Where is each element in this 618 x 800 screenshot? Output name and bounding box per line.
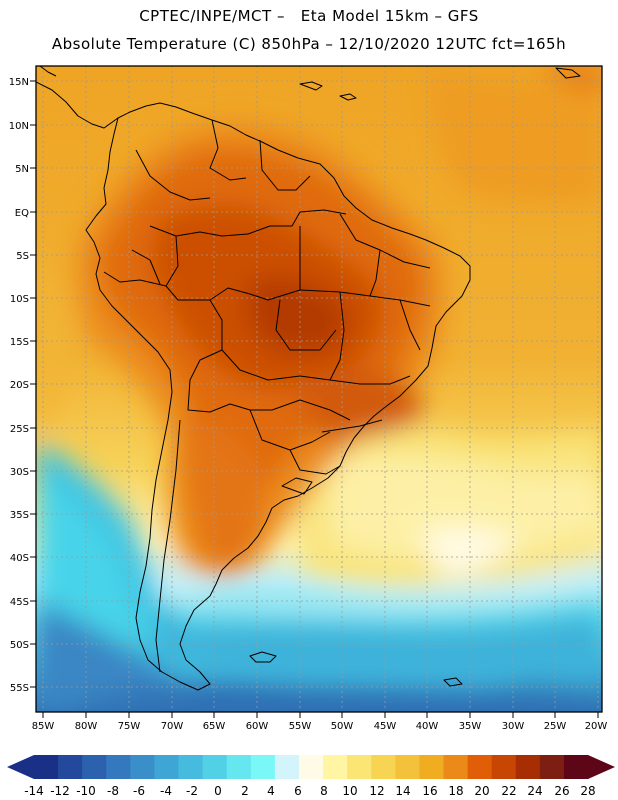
lat-label: 5S — [16, 251, 29, 262]
lon-label: 65W — [203, 721, 226, 732]
colorbar-label: -14 — [24, 784, 44, 798]
axis-ticks — [30, 80, 599, 718]
lat-label: 50S — [10, 640, 29, 651]
colorbar-cell — [226, 755, 252, 779]
colorbar-label: 26 — [554, 784, 569, 798]
colorbar-cell — [323, 755, 348, 779]
colorbar-cell — [347, 755, 372, 779]
colorbar-right-arrow — [588, 755, 615, 779]
colorbar-label: 28 — [580, 784, 595, 798]
latitude-labels: 15N 10N 5N EQ 5S 10S 15S 20S 25S 30S 35S… — [9, 77, 29, 694]
coastlines — [36, 66, 581, 691]
map-title-line-1: CPTEC/INPE/MCT – Eta Model 15km – GFS — [139, 7, 479, 25]
lon-label: 20W — [585, 721, 608, 732]
colorbar-label: 4 — [267, 784, 275, 798]
colorbar-cell — [202, 755, 228, 779]
colorbar-cell — [371, 755, 396, 779]
lon-label: 40W — [416, 721, 439, 732]
colorbar-label: 20 — [474, 784, 489, 798]
lat-label: 15N — [9, 77, 29, 88]
graticule — [36, 66, 602, 712]
colorbar-cell — [274, 755, 300, 779]
colorbar-cell — [130, 755, 155, 779]
colorbar-label: -10 — [76, 784, 96, 798]
colorbar-label: 14 — [395, 784, 410, 798]
lat-label: 45S — [10, 597, 29, 608]
temperature-field — [36, 66, 602, 712]
colorbar-cell — [178, 755, 204, 779]
colorbar: -14 -12 -10 -8 -6 -4 -2 0 2 4 6 8 10 12 … — [7, 755, 615, 798]
south-america-coastline — [85, 102, 471, 691]
colorbar-label: -4 — [160, 784, 172, 798]
colorbar-label: 12 — [369, 784, 384, 798]
colorbar-cell — [443, 755, 468, 779]
colorbar-label: 2 — [241, 784, 249, 798]
map-title-line-2: Absolute Temperature (C) 850hPa – 12/10/… — [51, 35, 567, 53]
lat-label: 55S — [10, 683, 29, 694]
colorbar-cell — [58, 755, 83, 779]
colorbar-cell — [539, 755, 565, 779]
colorbar-label: -8 — [107, 784, 119, 798]
colorbar-cell — [515, 755, 541, 779]
lon-label: 35W — [459, 721, 482, 732]
lat-label: 35S — [10, 510, 29, 521]
colorbar-cell — [563, 755, 589, 779]
lat-label: 10N — [9, 121, 29, 132]
lat-label: 5N — [15, 164, 29, 175]
colorbar-cell — [250, 755, 276, 779]
lat-label: 20S — [10, 380, 29, 391]
colorbar-left-arrow — [7, 755, 34, 779]
lat-label: 40S — [10, 553, 29, 564]
lon-label: 60W — [246, 721, 269, 732]
colorbar-cell — [34, 755, 59, 779]
colorbar-cell — [467, 755, 493, 779]
lat-label: EQ — [15, 208, 29, 219]
longitude-labels: 85W 80W 75W 70W 65W 60W 55W 50W 45W 40W … — [32, 721, 608, 732]
lat-label: 15S — [10, 337, 29, 348]
colorbar-cell — [106, 755, 131, 779]
colorbar-label: -12 — [50, 784, 70, 798]
colorbar-label: 6 — [294, 784, 302, 798]
lat-label: 30S — [10, 467, 29, 478]
colorbar-cell — [298, 755, 324, 779]
lon-label: 50W — [331, 721, 354, 732]
lon-label: 75W — [118, 721, 141, 732]
colorbar-cell — [82, 755, 107, 779]
colorbar-cell — [154, 755, 179, 779]
colorbar-label: -6 — [133, 784, 145, 798]
colorbar-label: 16 — [422, 784, 437, 798]
colorbar-label: 18 — [448, 784, 463, 798]
lat-label: 10S — [10, 294, 29, 305]
lon-label: 45W — [374, 721, 397, 732]
lon-label: 55W — [289, 721, 312, 732]
lon-label: 25W — [544, 721, 567, 732]
colorbar-label: -2 — [186, 784, 198, 798]
lon-label: 70W — [161, 721, 184, 732]
lat-label: 25S — [10, 424, 29, 435]
lon-label: 30W — [502, 721, 525, 732]
colorbar-label: 10 — [342, 784, 357, 798]
map-frame — [35, 65, 603, 713]
colorbar-label: 8 — [320, 784, 328, 798]
colorbar-label: 24 — [527, 784, 542, 798]
lon-label: 80W — [75, 721, 98, 732]
colorbar-cell — [395, 755, 420, 779]
colorbar-cell — [491, 755, 517, 779]
lon-label: 85W — [32, 721, 55, 732]
colorbar-label: 22 — [501, 784, 516, 798]
colorbar-label: 0 — [214, 784, 222, 798]
colorbar-cell — [419, 755, 444, 779]
